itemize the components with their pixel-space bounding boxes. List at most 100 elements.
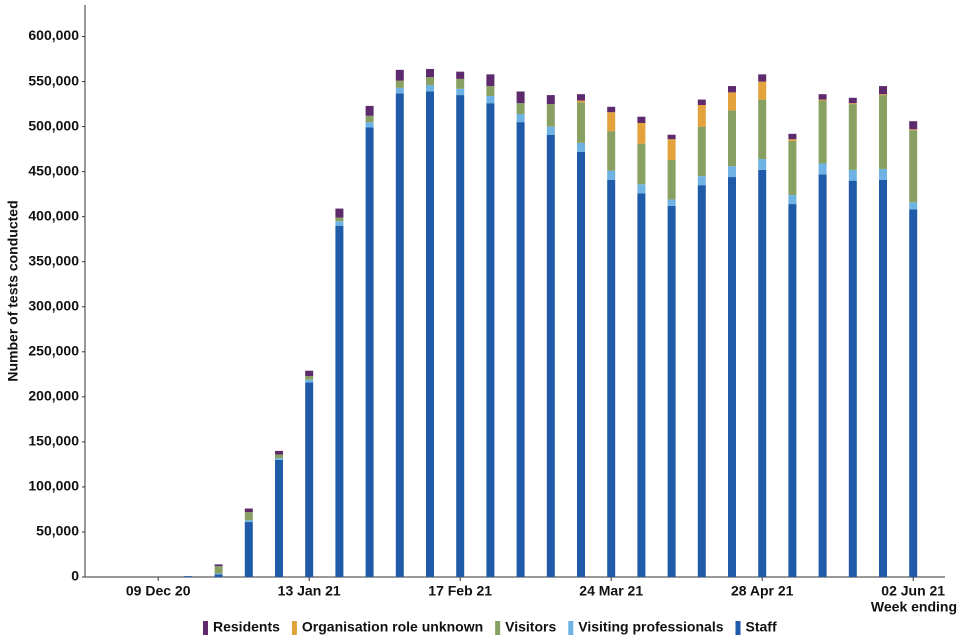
bar-segment [848, 104, 857, 170]
bar-segment [758, 99, 767, 160]
bar-segment [577, 100, 585, 103]
bar-segment [879, 94, 887, 96]
bar-segment [335, 217, 344, 222]
y-tick-label: 0 [71, 568, 79, 584]
bar-segment [848, 180, 857, 577]
y-tick-label: 250,000 [28, 343, 79, 359]
bar-segment [275, 459, 283, 577]
bar-segment [395, 93, 404, 578]
bar-segment [637, 193, 646, 577]
bar-segment [214, 574, 223, 577]
bar-segment [818, 174, 827, 578]
y-tick-label: 350,000 [28, 252, 79, 268]
legend-swatch [291, 621, 297, 635]
bar-segment [577, 142, 585, 152]
bar-segment [909, 129, 918, 131]
x-tick-label: 17 Feb 21 [428, 583, 492, 599]
bar-segment [516, 122, 525, 578]
bar-segment [486, 74, 495, 87]
bar-segment [909, 209, 918, 577]
bar-segment [244, 508, 253, 513]
x-tick-label: 28 Apr 21 [731, 583, 794, 599]
bar-segment [335, 225, 344, 577]
bar-segment [577, 151, 585, 577]
bar-segment [305, 382, 314, 577]
bar-segment [697, 104, 706, 127]
bar-segment [365, 122, 374, 128]
bar-segment [697, 99, 706, 105]
bar-segment [758, 169, 767, 577]
legend-label: Staff [746, 619, 777, 635]
bar-segment [818, 99, 827, 101]
bar-segment [486, 103, 495, 578]
bar-segment [637, 184, 646, 194]
bar-segment [788, 139, 797, 142]
bar-segment [667, 134, 676, 140]
x-tick-label: 02 Jun 21 [881, 583, 945, 599]
bar-segment [365, 127, 374, 578]
bar-segment [848, 97, 857, 104]
bar-segment [728, 166, 736, 178]
legend-label: Organisation role unknown [302, 619, 483, 635]
bar-segment [244, 522, 253, 577]
bar-segment [456, 71, 465, 79]
bar-segment [879, 168, 887, 180]
bar-segment [426, 68, 434, 78]
y-tick-label: 100,000 [28, 478, 79, 494]
bar-segment [244, 512, 253, 521]
bar-segment [607, 179, 616, 578]
bar-segment [546, 95, 555, 105]
y-tick-label: 400,000 [28, 207, 79, 223]
bar-segment [305, 376, 314, 380]
bar-segment [456, 95, 465, 578]
x-tick-label: 24 Mar 21 [579, 583, 643, 599]
bar-segment [516, 91, 525, 104]
bar-segment [214, 573, 223, 575]
bar-segment [335, 208, 344, 218]
bar-segment [275, 454, 283, 459]
bar-segment [788, 133, 797, 140]
bar-segment [577, 94, 585, 101]
bar-segment [667, 159, 676, 200]
bar-segment [758, 159, 767, 170]
bar-segment [667, 199, 676, 206]
bar-segment [486, 95, 495, 104]
bar-segment [818, 163, 827, 175]
bar-segment [879, 86, 887, 95]
legend-swatch [735, 621, 741, 635]
bar-segment [546, 104, 555, 127]
bar-segment [879, 179, 887, 578]
bar-segment [426, 85, 434, 92]
y-tick-label: 300,000 [28, 297, 79, 313]
legend-label: Visitors [505, 619, 556, 635]
bar-segment [516, 103, 525, 114]
bar-segment [426, 77, 434, 86]
bar-segment [184, 576, 193, 577]
bar-segment [667, 139, 676, 160]
y-axis-label: Number of tests conducted [5, 200, 21, 381]
legend-label: Residents [213, 619, 280, 635]
y-tick-label: 500,000 [28, 117, 79, 133]
bar-segment [577, 102, 585, 143]
bar-segment [365, 115, 374, 123]
bar-segment [728, 110, 736, 167]
bar-segment [758, 81, 767, 100]
bar-segment [607, 112, 616, 132]
bar-segment [244, 520, 253, 523]
bar-segment [879, 95, 887, 169]
y-tick-label: 550,000 [28, 72, 79, 88]
bar-segment [909, 202, 918, 210]
bar-segment [546, 126, 555, 135]
bar-segment [909, 121, 918, 130]
bar-segment [395, 87, 404, 94]
bar-segment [486, 86, 495, 96]
bar-segment [607, 170, 616, 180]
bar-segment [788, 195, 797, 205]
bar-segment [637, 143, 646, 185]
bar-segment [728, 86, 736, 93]
bar-segment [607, 131, 616, 171]
y-tick-label: 600,000 [28, 27, 79, 43]
bar-segment [728, 177, 736, 577]
bar-segment [697, 176, 706, 186]
